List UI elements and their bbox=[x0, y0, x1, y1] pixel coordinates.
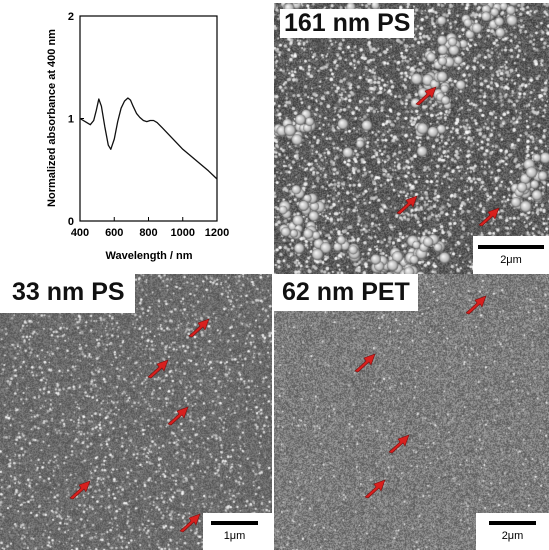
y-tick-label: 1 bbox=[68, 114, 74, 126]
red-arrow-icon bbox=[354, 353, 376, 373]
red-arrow-icon bbox=[415, 86, 437, 106]
red-arrow-icon bbox=[188, 318, 210, 338]
red-arrow-icon bbox=[396, 195, 418, 215]
red-arrow-icon bbox=[167, 406, 189, 426]
panel-label-161nm-ps: 161 nm PS bbox=[280, 9, 415, 38]
x-tick-label: 800 bbox=[139, 227, 157, 239]
red-arrow-icon bbox=[388, 434, 410, 454]
absorbance-chart-panel: Wavelength / nm Normalized absorbance at… bbox=[0, 0, 272, 272]
sem-image-62nm-pet bbox=[274, 274, 549, 550]
absorbance-curve bbox=[79, 97, 218, 180]
scale-bar-line bbox=[478, 245, 544, 249]
panel-label-33nm-ps: 33 nm PS bbox=[0, 274, 135, 313]
red-arrow-icon bbox=[364, 479, 386, 499]
x-tick-label: 600 bbox=[105, 227, 123, 239]
sem-panel-161nm-ps: 161 nm PS 2μm bbox=[274, 3, 549, 274]
scale-bar-line bbox=[489, 521, 536, 525]
x-axis-label: Wavelength / nm bbox=[106, 250, 193, 262]
scale-bar-33nm-ps: 1μm bbox=[203, 513, 272, 550]
scale-bar-label: 2μm bbox=[500, 254, 522, 266]
panel-label-62nm-pet: 62 nm PET bbox=[274, 274, 418, 311]
scale-bar-label: 1μm bbox=[223, 530, 246, 542]
red-arrow-icon bbox=[69, 480, 91, 500]
x-tick-label: 400 bbox=[71, 227, 89, 239]
sem-panel-33nm-ps: 33 nm PS 1μm bbox=[0, 274, 272, 550]
scale-bar-line bbox=[211, 521, 258, 525]
red-arrow-icon bbox=[179, 513, 201, 533]
scale-bar-label: 2μm bbox=[501, 530, 524, 542]
red-arrow-icon bbox=[465, 295, 487, 315]
red-arrow-icon bbox=[147, 359, 169, 379]
sem-image-161nm-ps bbox=[274, 3, 549, 274]
scale-bar-161nm-ps: 2μm bbox=[473, 236, 549, 274]
sem-panel-62nm-pet: 62 nm PET 2μm bbox=[274, 274, 549, 550]
x-tick-label: 1200 bbox=[205, 227, 229, 239]
y-tick-label: 0 bbox=[68, 216, 74, 228]
red-arrow-icon bbox=[478, 207, 500, 227]
y-tick-label: 2 bbox=[68, 11, 74, 23]
plot-frame bbox=[79, 15, 218, 222]
sem-image-33nm-ps bbox=[0, 274, 272, 550]
scale-bar-62nm-pet: 2μm bbox=[476, 513, 549, 550]
y-axis-label: Normalized absorbance at 400 nm bbox=[46, 29, 58, 207]
absorbance-chart: Wavelength / nm Normalized absorbance at… bbox=[46, 11, 229, 262]
x-tick-label: 1000 bbox=[171, 227, 195, 239]
